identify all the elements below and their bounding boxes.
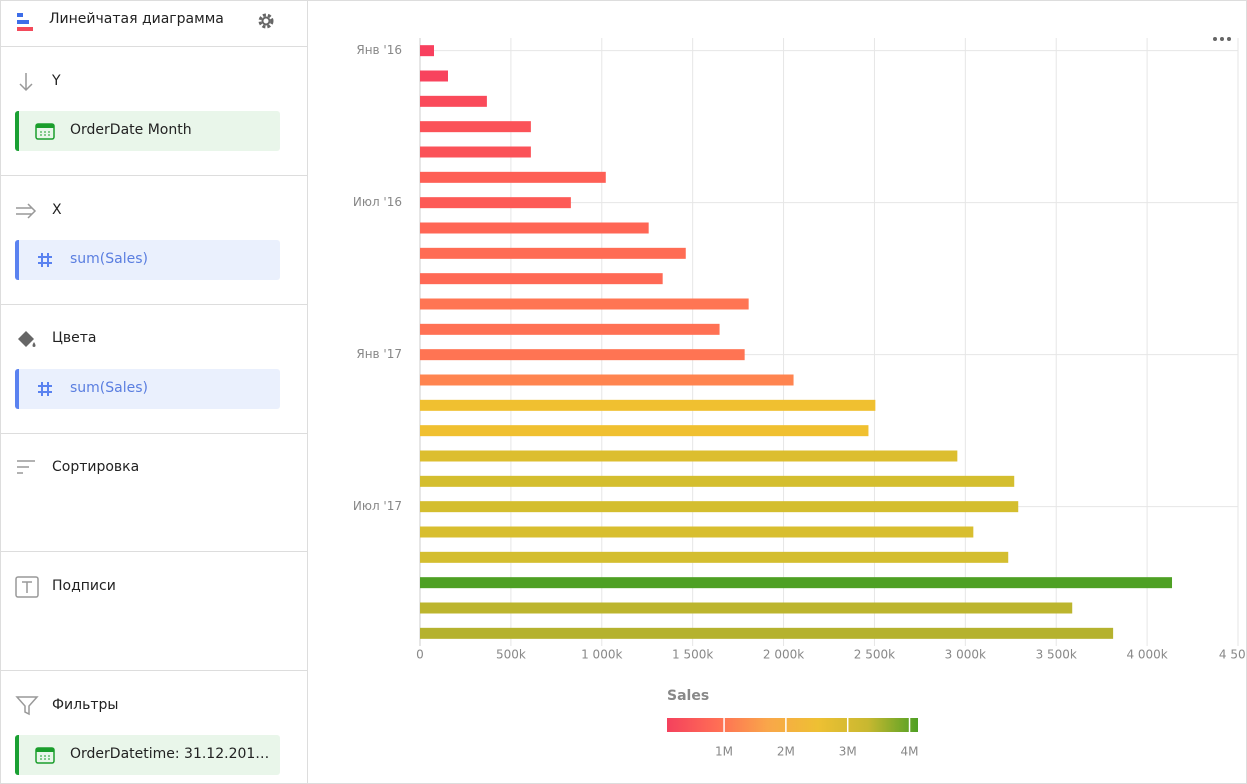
x-tick-label: 3 500k bbox=[1036, 648, 1077, 662]
bar bbox=[420, 45, 434, 57]
bar bbox=[420, 551, 1009, 563]
section-label: Фильтры bbox=[52, 697, 119, 713]
x-icon bbox=[16, 203, 37, 219]
bar bbox=[420, 526, 974, 538]
bar bbox=[420, 602, 1073, 614]
bar bbox=[420, 374, 794, 386]
x-tick-label: 1 500k bbox=[672, 648, 713, 662]
legend-colorbar bbox=[667, 718, 918, 732]
legend-tick-label: 4M bbox=[901, 745, 919, 759]
bar bbox=[420, 298, 749, 310]
x-tick-label: 4 50... bbox=[1219, 648, 1246, 662]
field-chip[interactable]: OrderDate Month bbox=[15, 111, 280, 151]
section-label: Подписи bbox=[52, 578, 116, 594]
section-label: Y bbox=[52, 73, 61, 89]
bar bbox=[420, 323, 720, 335]
y-icon bbox=[19, 73, 33, 92]
field-name: OrderDate Month bbox=[70, 122, 192, 138]
field-name: sum(Sales) bbox=[70, 380, 148, 396]
x-tick-label: 0 bbox=[416, 648, 424, 662]
field-name: sum(Sales) bbox=[70, 251, 148, 267]
bar bbox=[420, 171, 606, 183]
chart-type-title: Линейчатая диаграмма bbox=[49, 11, 224, 27]
bar bbox=[420, 501, 1019, 513]
x-tick-label: 2 500k bbox=[854, 648, 895, 662]
bar bbox=[420, 349, 745, 361]
sort-icon bbox=[17, 460, 35, 474]
field-name: OrderDatetime: 31.12.201… bbox=[70, 746, 270, 762]
bar bbox=[420, 222, 649, 234]
legend-tick-label: 3M bbox=[839, 745, 857, 759]
bar bbox=[420, 273, 663, 285]
legend-title: Sales bbox=[667, 688, 709, 704]
chart-icon bbox=[17, 13, 33, 31]
color-icon bbox=[18, 331, 36, 347]
section-label: X bbox=[52, 202, 62, 218]
bar bbox=[420, 450, 958, 462]
bar bbox=[420, 475, 1015, 487]
labels-icon bbox=[15, 576, 39, 598]
menu-button[interactable] bbox=[1213, 37, 1231, 41]
x-tick-label: 2 000k bbox=[763, 648, 804, 662]
field-chip[interactable]: sum(Sales) bbox=[15, 240, 280, 280]
y-tick-label: Янв '17 bbox=[356, 347, 402, 361]
y-tick-label: Июл '16 bbox=[353, 195, 402, 209]
bar bbox=[420, 121, 531, 133]
x-tick-label: 4 000k bbox=[1126, 648, 1167, 662]
sidebar: Линейчатая диаграмма Y OrderDate Month X… bbox=[1, 1, 308, 783]
settings-button[interactable] bbox=[255, 10, 277, 32]
bar bbox=[420, 577, 1173, 589]
legend-tick-label: 1M bbox=[715, 745, 733, 759]
bar bbox=[420, 247, 686, 259]
x-tick-label: 1 000k bbox=[581, 648, 622, 662]
section-label: Сортировка bbox=[52, 459, 140, 475]
y-tick-label: Июл '17 bbox=[353, 499, 402, 513]
section-label: Цвета bbox=[52, 330, 97, 346]
y-tick-label: Янв '16 bbox=[356, 43, 402, 57]
bar bbox=[420, 146, 531, 158]
x-tick-label: 3 000k bbox=[945, 648, 986, 662]
bar bbox=[420, 627, 1114, 639]
filter-icon bbox=[15, 696, 39, 716]
bar bbox=[420, 197, 571, 209]
bar bbox=[420, 425, 869, 437]
bar bbox=[420, 70, 448, 82]
filter-chip[interactable]: OrderDatetime: 31.12.201… bbox=[15, 735, 280, 775]
field-chip[interactable]: sum(Sales) bbox=[15, 369, 280, 409]
x-tick-label: 500k bbox=[496, 648, 526, 662]
legend-tick-label: 2M bbox=[777, 745, 795, 759]
bar bbox=[420, 399, 876, 411]
bar bbox=[420, 95, 487, 107]
